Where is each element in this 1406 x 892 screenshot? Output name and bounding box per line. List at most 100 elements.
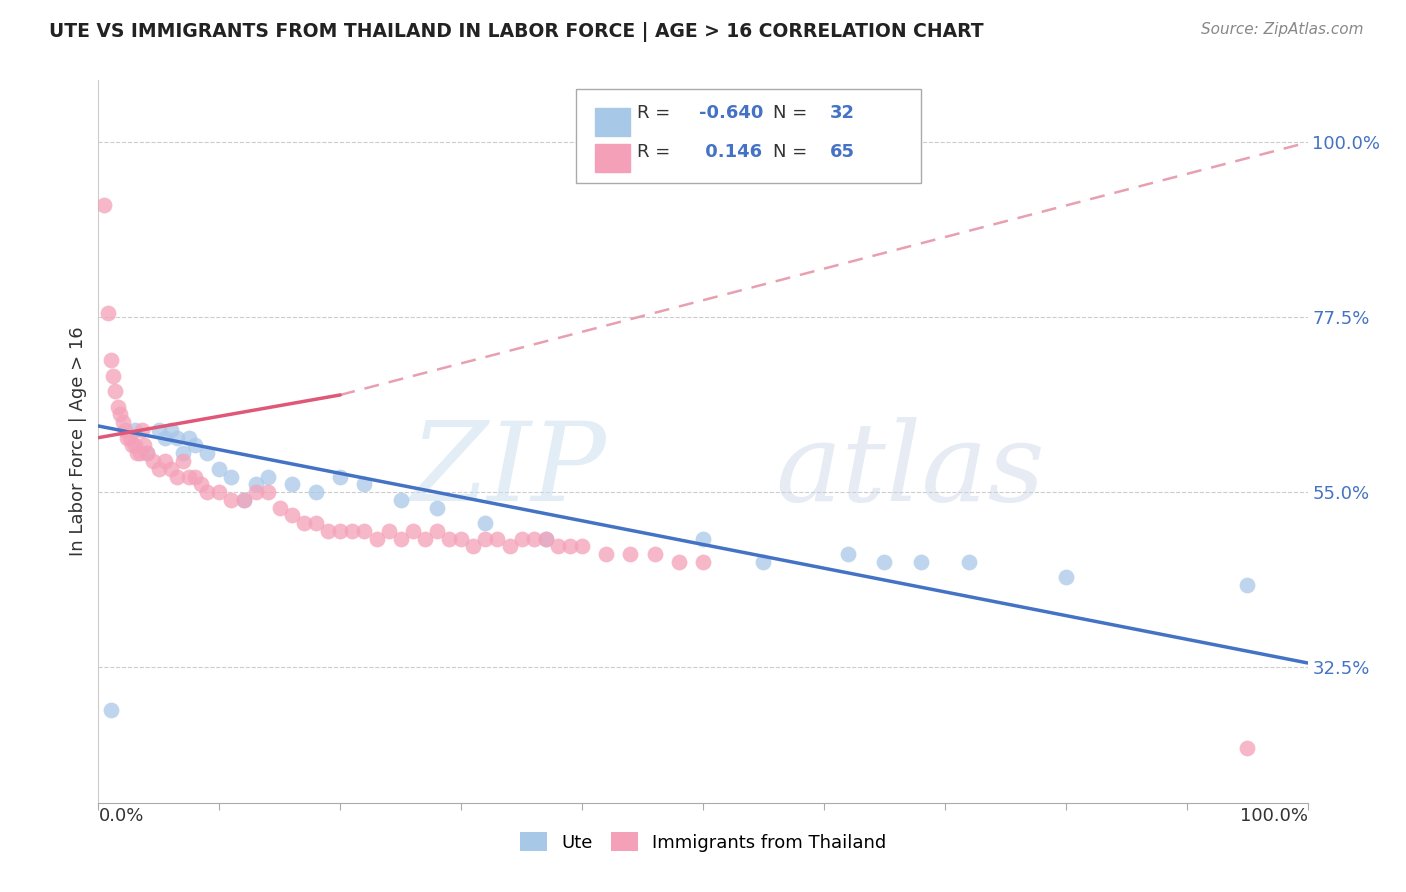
- Point: [153, 454, 176, 468]
- Point: [153, 431, 176, 445]
- Point: [752, 555, 775, 569]
- Point: [256, 485, 278, 500]
- Point: [179, 431, 201, 445]
- Point: [172, 454, 194, 468]
- Point: [486, 532, 509, 546]
- Point: [353, 477, 375, 491]
- Point: [389, 492, 412, 507]
- Point: [437, 532, 460, 546]
- Point: [558, 540, 581, 554]
- Point: [353, 524, 375, 538]
- Point: [124, 438, 146, 452]
- Point: [474, 516, 496, 530]
- Point: [195, 446, 218, 460]
- Point: [195, 485, 218, 500]
- Point: [571, 540, 593, 554]
- Text: UTE VS IMMIGRANTS FROM THAILAND IN LABOR FORCE | AGE > 16 CORRELATION CHART: UTE VS IMMIGRANTS FROM THAILAND IN LABOR…: [49, 22, 984, 42]
- Point: [127, 446, 149, 460]
- Point: [547, 540, 569, 554]
- Point: [329, 469, 352, 483]
- Point: [208, 461, 231, 475]
- Point: [450, 532, 472, 546]
- Point: [134, 438, 156, 452]
- Point: [498, 540, 520, 554]
- Text: -0.640: -0.640: [699, 104, 763, 122]
- Point: [179, 469, 201, 483]
- Point: [166, 469, 188, 483]
- Y-axis label: In Labor Force | Age > 16: In Labor Force | Age > 16: [69, 326, 87, 557]
- Point: [166, 431, 188, 445]
- Point: [366, 532, 388, 546]
- Point: [142, 454, 165, 468]
- Point: [910, 555, 932, 569]
- Point: [108, 408, 131, 422]
- Point: [957, 555, 980, 569]
- Point: [104, 384, 127, 398]
- Point: [413, 532, 436, 546]
- Point: [118, 431, 141, 445]
- Point: [232, 492, 254, 507]
- Point: [100, 353, 122, 368]
- Point: [97, 306, 120, 320]
- Point: [426, 524, 449, 538]
- Point: [100, 702, 122, 716]
- Point: [107, 400, 129, 414]
- Point: [245, 485, 267, 500]
- Point: [281, 508, 304, 523]
- Point: [221, 492, 243, 507]
- Point: [101, 368, 124, 383]
- Text: 0.146: 0.146: [699, 143, 762, 161]
- Point: [172, 446, 194, 460]
- Point: [837, 547, 859, 561]
- Point: [329, 524, 352, 538]
- Point: [124, 423, 146, 437]
- Text: 100.0%: 100.0%: [1240, 806, 1308, 825]
- Point: [245, 477, 267, 491]
- Point: [256, 469, 278, 483]
- Point: [595, 547, 617, 561]
- Point: [668, 555, 690, 569]
- Point: [281, 477, 304, 491]
- Point: [292, 516, 315, 530]
- Point: [305, 485, 328, 500]
- Point: [221, 469, 243, 483]
- Point: [160, 461, 183, 475]
- Point: [1236, 578, 1258, 592]
- Text: 32: 32: [830, 104, 855, 122]
- Point: [111, 415, 134, 429]
- Point: [402, 524, 425, 538]
- Text: atlas: atlas: [776, 417, 1045, 524]
- Point: [523, 532, 546, 546]
- Point: [692, 555, 714, 569]
- Point: [269, 500, 291, 515]
- Point: [135, 446, 157, 460]
- Text: N =: N =: [773, 143, 813, 161]
- Text: R =: R =: [637, 143, 676, 161]
- Point: [692, 532, 714, 546]
- Point: [389, 532, 412, 546]
- Legend: Ute, Immigrants from Thailand: Ute, Immigrants from Thailand: [512, 825, 894, 859]
- Point: [184, 438, 207, 452]
- Point: [873, 555, 896, 569]
- Point: [131, 423, 153, 437]
- Point: [644, 547, 666, 561]
- Point: [190, 477, 212, 491]
- Point: [208, 485, 231, 500]
- Text: Source: ZipAtlas.com: Source: ZipAtlas.com: [1201, 22, 1364, 37]
- Point: [1236, 741, 1258, 756]
- Point: [510, 532, 533, 546]
- Point: [534, 532, 557, 546]
- Point: [114, 423, 136, 437]
- Point: [534, 532, 557, 546]
- Point: [160, 423, 183, 437]
- Point: [342, 524, 364, 538]
- Point: [316, 524, 339, 538]
- Text: ZIP: ZIP: [411, 417, 606, 524]
- Text: R =: R =: [637, 104, 676, 122]
- Point: [619, 547, 641, 561]
- Point: [184, 469, 207, 483]
- Point: [305, 516, 328, 530]
- Point: [148, 461, 170, 475]
- Text: 65: 65: [830, 143, 855, 161]
- Point: [128, 446, 150, 460]
